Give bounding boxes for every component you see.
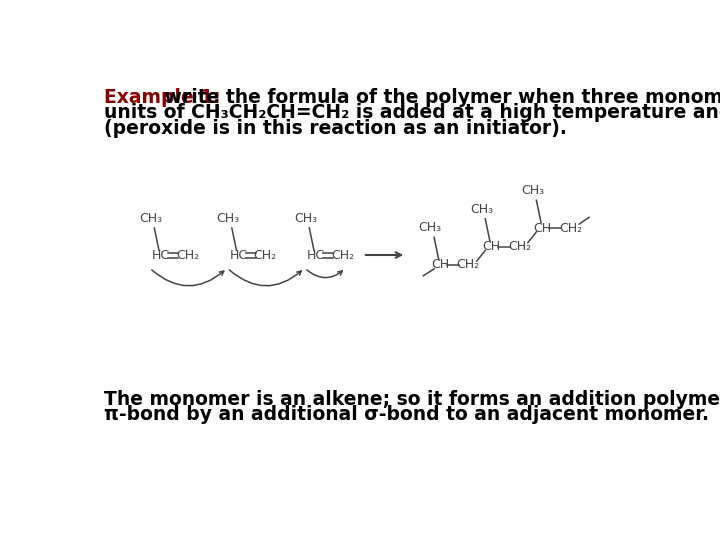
Text: (peroxide is in this reaction as an initiator).: (peroxide is in this reaction as an init… [104,119,567,138]
Text: π-bond by an additional σ-bond to an adjacent monomer.: π-bond by an additional σ-bond to an adj… [104,405,709,424]
Text: CH₃: CH₃ [521,184,544,197]
Text: CH₃: CH₃ [217,212,240,225]
Text: CH₃: CH₃ [139,212,162,225]
Text: HC: HC [230,249,248,262]
Text: write the formula of the polymer when three monomer: write the formula of the polymer when th… [158,88,720,107]
Text: HC: HC [307,249,325,262]
Text: CH₂: CH₂ [508,240,531,253]
Text: CH₂: CH₂ [559,221,582,234]
Text: units of CH₃CH₂CH=CH₂ is added at a high temperature and pressure: units of CH₃CH₂CH=CH₂ is added at a high… [104,103,720,122]
Text: CH₂: CH₂ [253,249,276,262]
Text: CH₂: CH₂ [331,249,354,262]
Text: CH₂: CH₂ [176,249,199,262]
Text: CH: CH [431,259,449,272]
Text: CH: CH [534,221,552,234]
Text: The monomer is an alkene; so it forms an addition polymer.  Replace each: The monomer is an alkene; so it forms an… [104,390,720,409]
Text: CH: CH [482,240,500,253]
Text: CH₃: CH₃ [294,212,317,225]
Text: HC: HC [152,249,171,262]
Text: Example 1:: Example 1: [104,88,220,107]
Text: CH₂: CH₂ [456,259,480,272]
Text: CH₃: CH₃ [470,202,493,215]
Text: CH₃: CH₃ [418,221,442,234]
